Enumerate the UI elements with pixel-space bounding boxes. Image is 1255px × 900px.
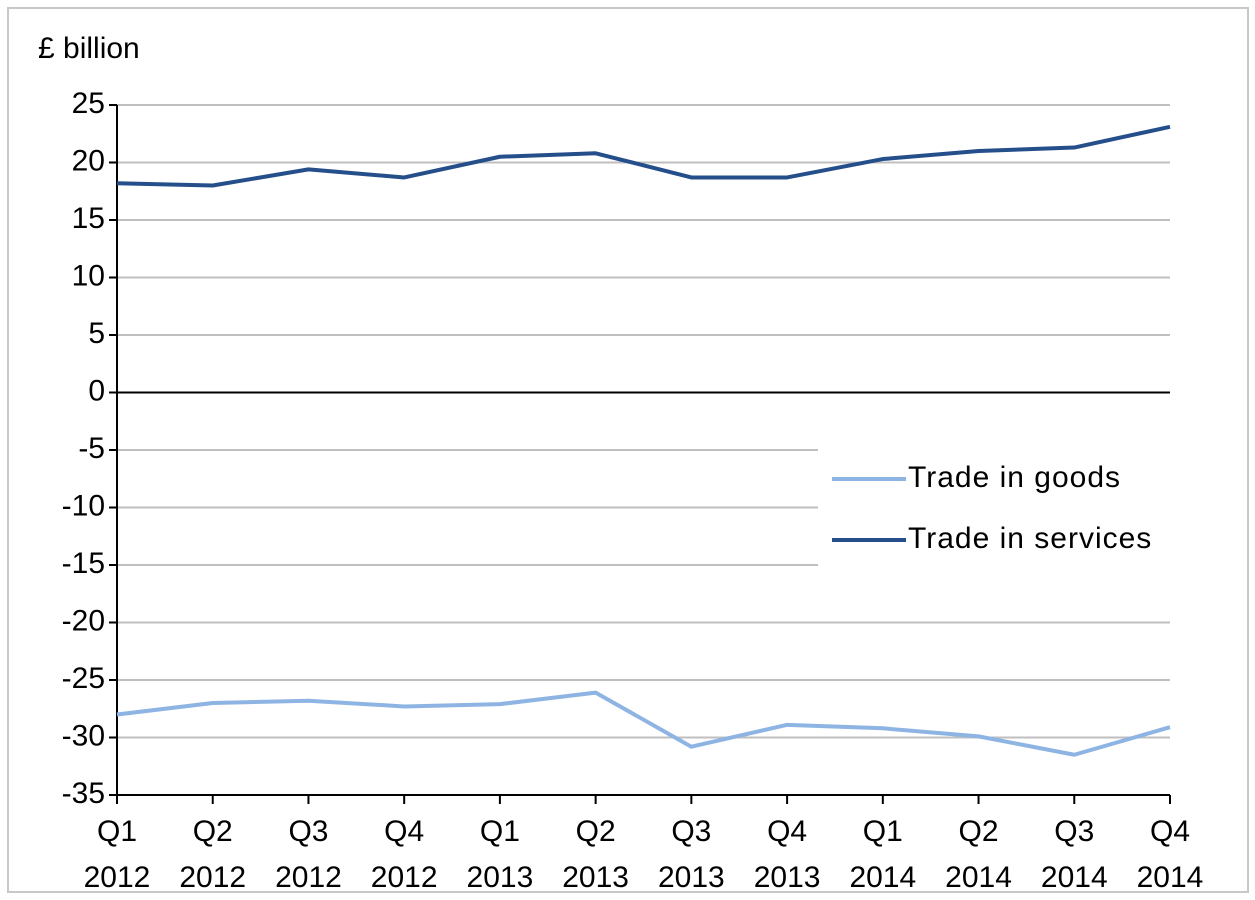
y-tick-label: 15 [72,202,105,235]
x-tick-label: Q2 2012 [179,815,246,894]
x-tick-label: Q1 2013 [467,815,534,894]
legend-label: Trade in goods [908,461,1121,494]
x-tick-label: Q2 2013 [562,815,629,894]
y-tick-label: -15 [62,547,105,580]
series-line [116,690,1171,757]
x-tick-label: Q4 2013 [754,815,821,894]
y-tick-label: 25 [72,87,105,120]
y-tick-label: 0 [88,374,105,407]
y-tick-label: -20 [62,604,105,637]
series-line [116,124,1171,188]
y-tick-label: 20 [72,144,105,177]
y-tick-label: -30 [62,719,105,752]
x-tick-label: Q4 2014 [1137,815,1204,894]
x-tick-label: Q3 2013 [658,815,725,894]
x-tick-label: Q3 2014 [1041,815,1108,894]
y-tick-label: 10 [72,259,105,292]
y-tick-label: -25 [62,662,105,695]
y-tick-label: -35 [62,777,105,810]
x-tick-label: Q1 2014 [849,815,916,894]
x-tick-label: Q1 2012 [84,815,151,894]
x-tick-label: Q3 2012 [275,815,342,894]
y-tick-label: -5 [78,432,105,465]
y-axis-label: £ billion [38,32,140,65]
legend-box [818,440,1180,570]
x-tick-label: Q2 2014 [945,815,1012,894]
y-tick-label: 5 [88,317,105,350]
legend-label: Trade in services [908,522,1152,555]
x-tick-label: Q4 2012 [371,815,438,894]
y-tick-label: -10 [62,489,105,522]
